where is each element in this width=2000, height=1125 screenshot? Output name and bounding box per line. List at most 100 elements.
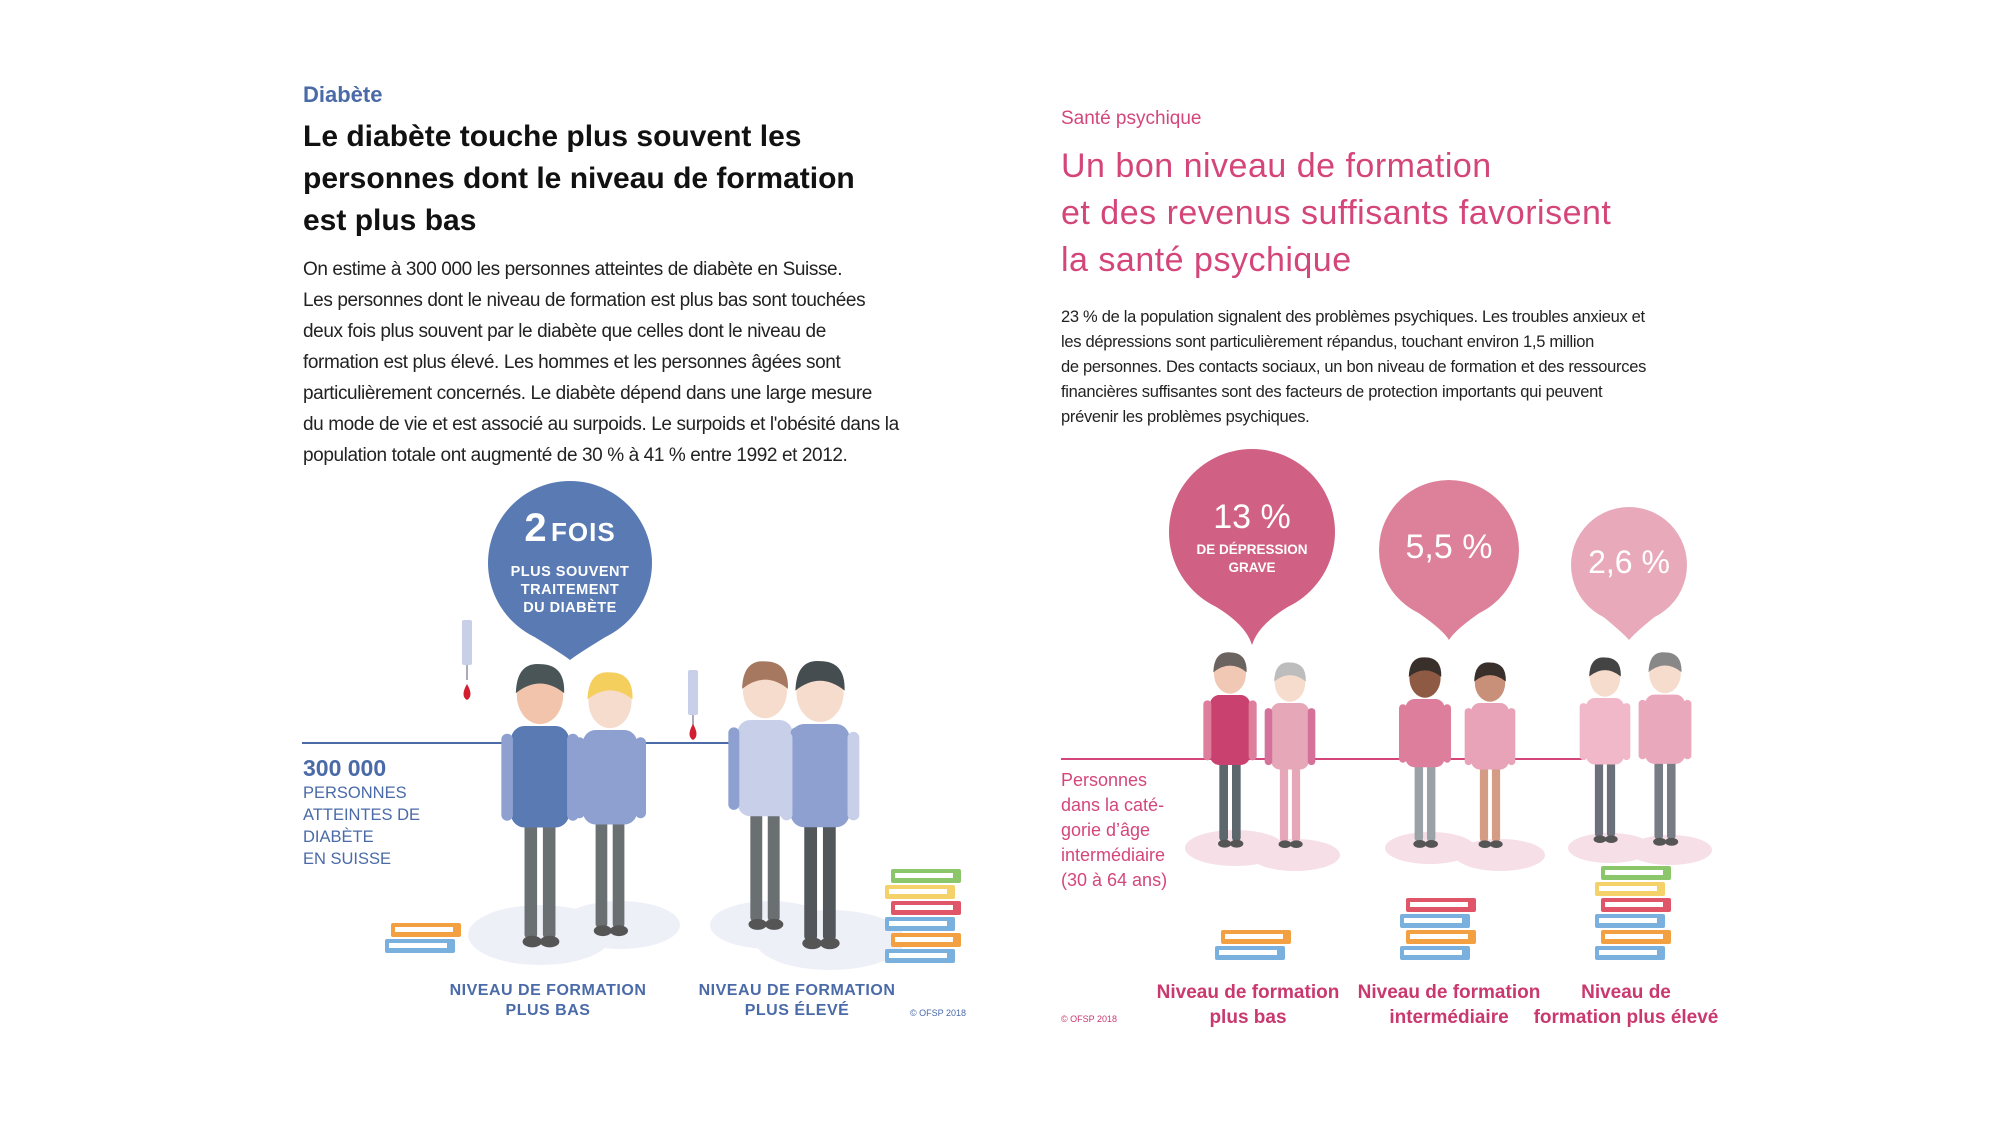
person-hair xyxy=(1474,662,1506,682)
person-shoe xyxy=(1653,837,1667,846)
book-pages xyxy=(895,873,953,878)
person-leg xyxy=(1594,755,1604,838)
person-leg xyxy=(1491,760,1501,843)
body-line: du mode de vie et est associé au surpoid… xyxy=(303,414,899,435)
bubble-caption: GRAVE xyxy=(1228,560,1276,575)
person-torso xyxy=(1271,703,1309,770)
person-torso xyxy=(1210,695,1250,765)
book-pages xyxy=(1599,950,1657,955)
title-line: la santé psychique xyxy=(1061,241,1352,279)
label-line: formation plus élevé xyxy=(1533,1007,1719,1028)
person-arm xyxy=(1638,699,1647,760)
book-pages xyxy=(895,905,953,910)
body-line: Les personnes dont le niveau de formatio… xyxy=(303,290,866,311)
book-pages xyxy=(1410,934,1468,939)
title-line: Le diabète touche plus souvent les xyxy=(303,120,802,153)
bubble-5-5-text: 5,5 % xyxy=(1405,528,1493,566)
book-pages xyxy=(1605,870,1663,875)
body-line: population totale ont augmenté de 30 % à… xyxy=(303,445,848,466)
label-lower-education: NIVEAU DE FORMATION PLUS BAS xyxy=(418,981,678,1021)
copyright: © OFSP 2018 xyxy=(1061,1014,1117,1024)
person-hair xyxy=(587,672,633,700)
book-pages xyxy=(395,927,453,932)
person-shoe xyxy=(1278,840,1292,849)
book-pages xyxy=(895,937,953,942)
person-leg xyxy=(1606,755,1616,838)
mental-health-body: 23 % de la population signalent des prob… xyxy=(1061,305,1646,430)
person-leg xyxy=(1414,757,1424,842)
book-pages xyxy=(889,889,947,894)
book-pages xyxy=(1599,886,1657,891)
diabetes-count-stat: 300 000 Personnes atteintes de diabète e… xyxy=(303,754,420,870)
person-leg xyxy=(1479,760,1489,843)
body-line: financières suffisantes sont des facteur… xyxy=(1061,383,1603,401)
book-pages xyxy=(1605,934,1663,939)
book-pages xyxy=(1605,902,1663,907)
person-hair xyxy=(1274,662,1306,682)
person-leg xyxy=(524,813,538,939)
person-arm xyxy=(501,733,513,821)
person-torso xyxy=(511,726,569,828)
bubble-value: 13 % xyxy=(1213,498,1291,536)
persons-line: gorie d’âge xyxy=(1061,820,1151,840)
person-arm xyxy=(1507,708,1516,766)
person-shoe xyxy=(540,935,560,948)
syringe-icon xyxy=(688,670,698,715)
persons-line: dans la caté- xyxy=(1061,795,1165,815)
label-higher-education: NIVEAU DE FORMATION PLUS ÉLEVÉ xyxy=(667,981,927,1021)
person-arm xyxy=(574,737,585,819)
person-shoe xyxy=(1605,835,1618,844)
body-line: particulièrement concernés. Le diabète d… xyxy=(303,383,872,404)
person-shoe xyxy=(1665,837,1679,846)
body-line: On estime à 300 000 les personnes attein… xyxy=(303,259,843,280)
person-torso xyxy=(790,724,850,828)
label-line: Niveau de formation xyxy=(1357,982,1541,1003)
person-shoe xyxy=(1425,840,1438,848)
floor-shadow xyxy=(1628,835,1712,865)
book-pages xyxy=(1404,918,1462,923)
floor-shadow xyxy=(1250,839,1340,871)
body-line: de personnes. Des contacts sociaux, un b… xyxy=(1061,358,1647,376)
book-pages xyxy=(889,921,947,926)
title-line: est plus bas xyxy=(303,204,477,237)
label-line: NIVEAU DE FORMATION xyxy=(449,982,647,999)
book-pages xyxy=(389,943,447,948)
title-line: personnes dont le niveau de formation xyxy=(303,162,855,195)
person-leg xyxy=(1232,755,1241,842)
person-leg xyxy=(1654,754,1664,840)
persons-line: Personnes xyxy=(1061,770,1148,790)
persons-line: (30 à 64 ans) xyxy=(1061,870,1168,890)
persons-age-label: Personnes dans la caté- gorie d’âge inte… xyxy=(1061,768,1167,893)
person-hair xyxy=(1589,657,1621,677)
person-hair xyxy=(1648,652,1682,673)
person-leg xyxy=(1426,757,1436,842)
stat-line: diabète xyxy=(303,828,374,846)
syringe-icon xyxy=(462,620,472,665)
person-shoe xyxy=(1490,840,1503,849)
section-kicker-mental-health: Santé psychique xyxy=(1061,108,1202,129)
person-arm xyxy=(728,727,740,810)
bubble-line: TRAITEMENT xyxy=(520,582,620,598)
bubble-unit: FOIS xyxy=(551,517,616,547)
book-pages xyxy=(1599,918,1657,923)
label-line: PLUS BAS xyxy=(505,1002,591,1019)
bubble-line: DU DIABÈTE xyxy=(523,600,617,616)
person-shoe xyxy=(1290,840,1303,849)
stat-value: 300 000 xyxy=(303,755,387,781)
body-line: deux fois plus souvent par le diabète qu… xyxy=(303,321,826,342)
stat-line: en Suisse xyxy=(303,850,392,868)
person-hair xyxy=(1408,657,1442,677)
person-arm xyxy=(1622,703,1631,761)
speech-bubble xyxy=(488,480,653,660)
person-shoe xyxy=(593,925,612,937)
person-arm xyxy=(1579,703,1588,761)
person-torso xyxy=(737,720,793,817)
bubble-caption: DE DÉPRESSION xyxy=(1196,542,1308,557)
person-shoe xyxy=(610,925,628,937)
label-lower-education: Niveau de formation plus bas xyxy=(1138,980,1358,1030)
person-hair xyxy=(742,661,788,689)
diabetes-title: Le diabète touche plus souvent les perso… xyxy=(303,116,855,242)
persons-line: intermédiaire xyxy=(1061,845,1166,865)
label-higher-education: Niveau de formation plus élevé xyxy=(1516,980,1736,1030)
